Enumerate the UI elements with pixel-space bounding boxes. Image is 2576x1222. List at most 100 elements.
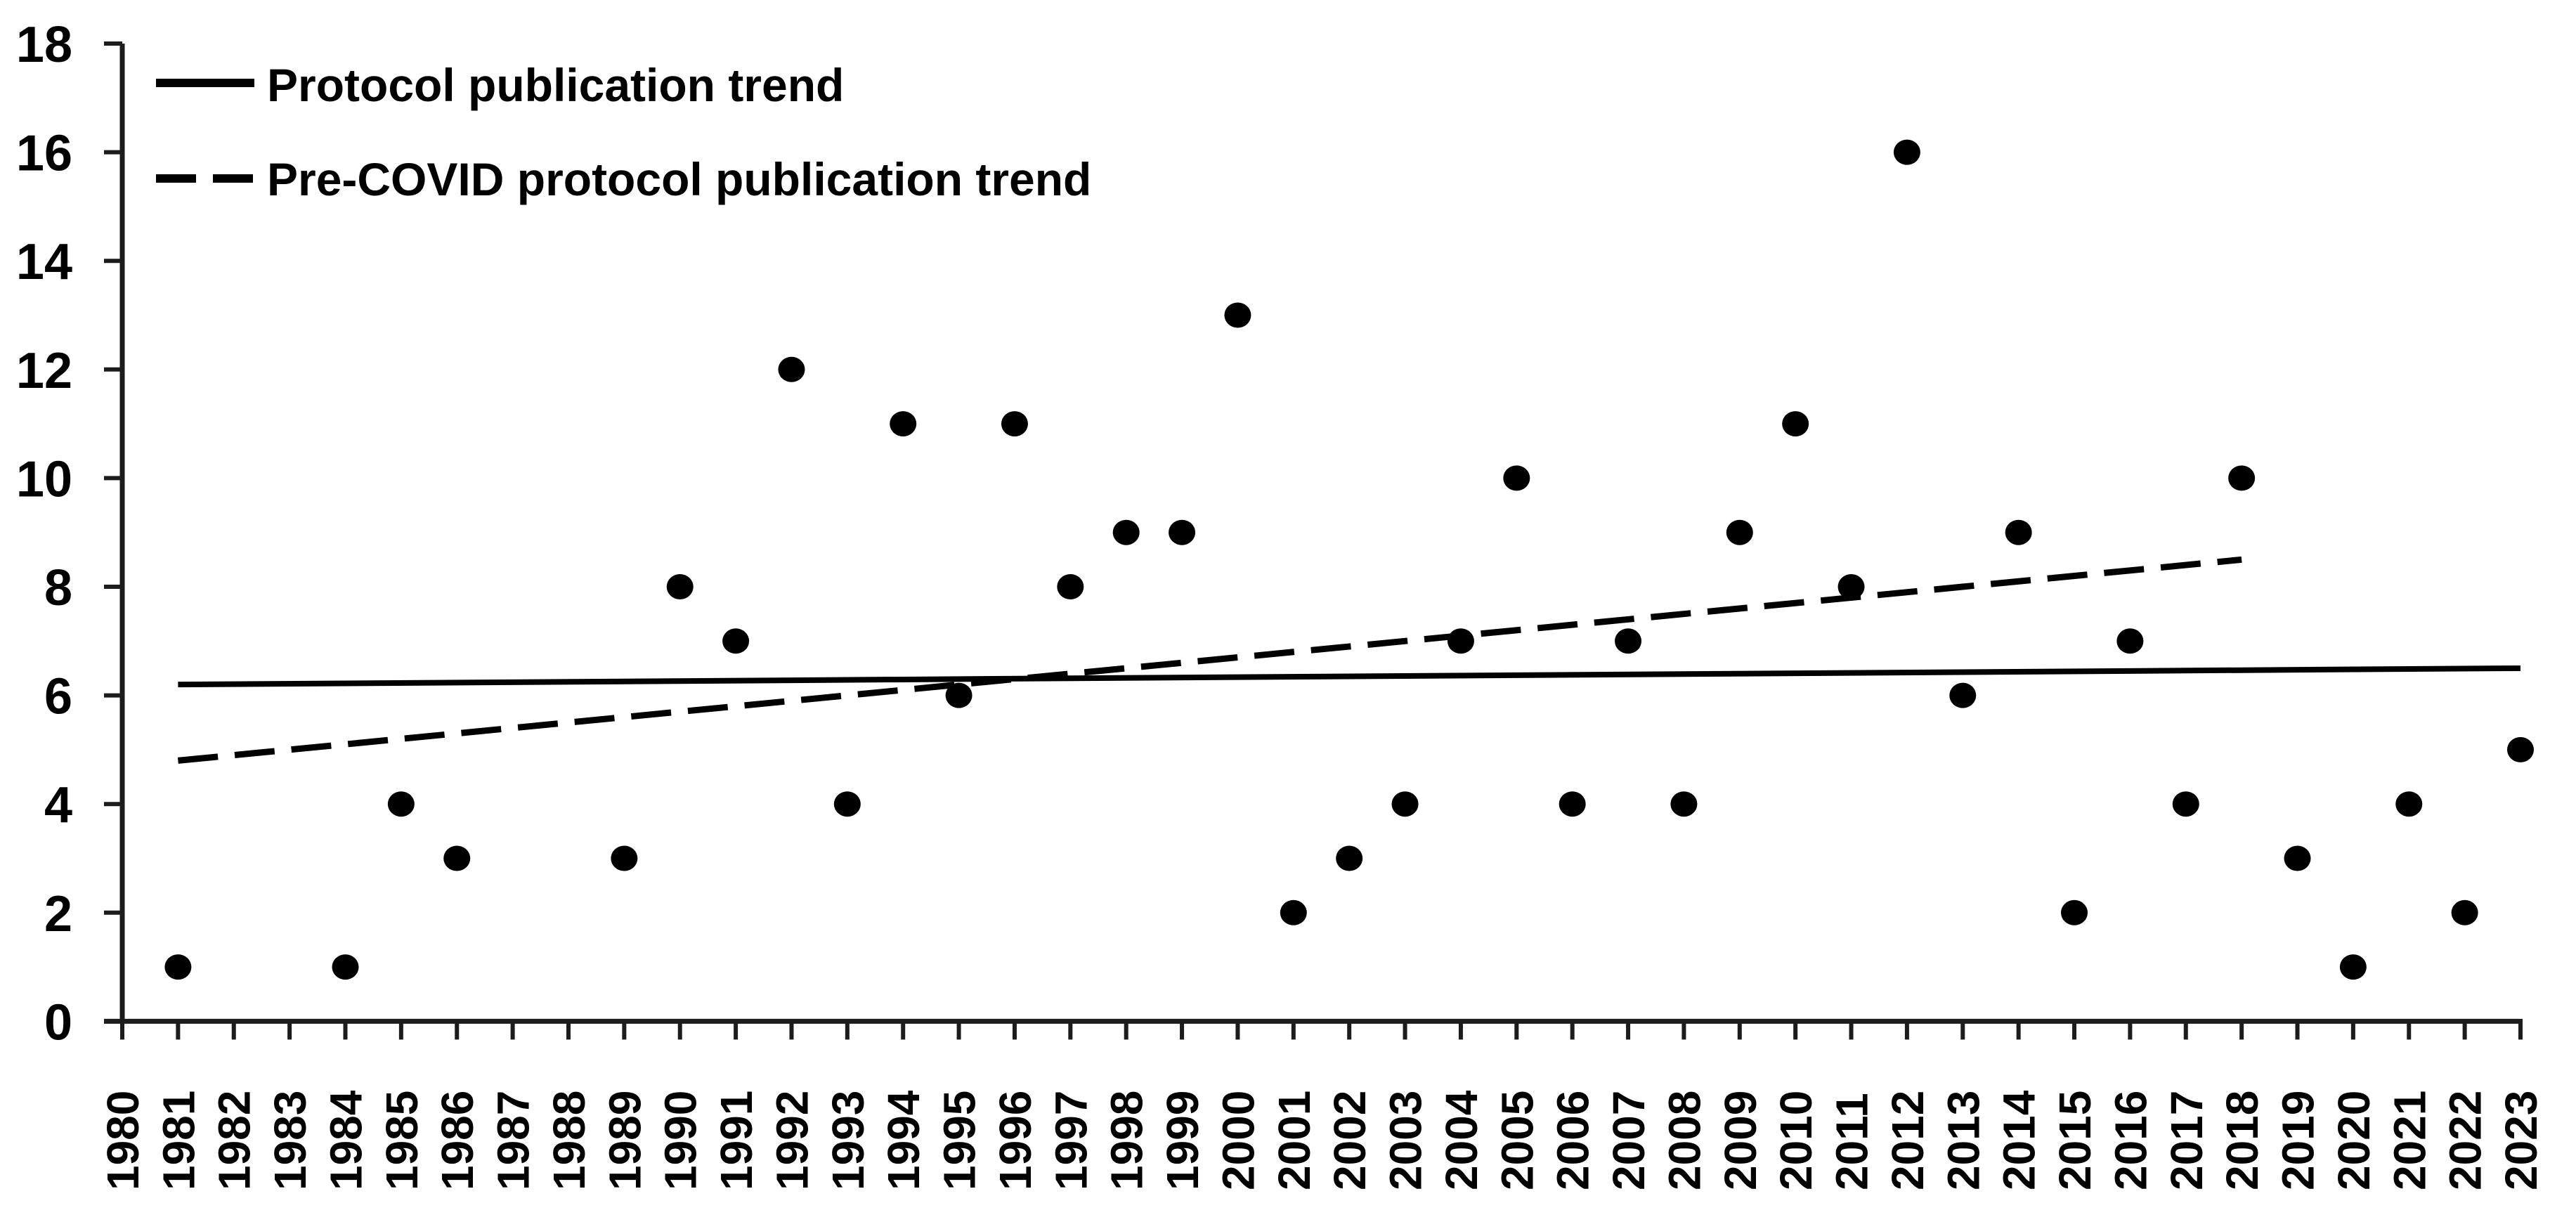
scatter-point bbox=[2395, 791, 2423, 817]
y-axis-tick-label: 14 bbox=[16, 234, 72, 290]
x-axis-tick-label: 2015 bbox=[2050, 1091, 2100, 1190]
x-axis-tick-label: 2021 bbox=[2384, 1091, 2435, 1190]
x-axis-tick-label: 2020 bbox=[2329, 1091, 2379, 1190]
scatter-point bbox=[1447, 628, 1474, 654]
scatter-point bbox=[443, 845, 471, 871]
scatter-point bbox=[778, 356, 805, 382]
x-axis-tick-label: 2005 bbox=[1492, 1091, 1542, 1190]
scatter-point bbox=[1057, 574, 1084, 599]
x-axis-tick-label: 1998 bbox=[1102, 1091, 1152, 1190]
x-axis-tick-label: 2002 bbox=[1325, 1091, 1375, 1190]
scatter-point bbox=[2172, 791, 2199, 817]
x-axis-tick-label: 2006 bbox=[1548, 1091, 1599, 1190]
protocol-trend-line bbox=[178, 665, 2521, 688]
scatter-point bbox=[2228, 465, 2256, 491]
x-axis-tick-label: 2022 bbox=[2440, 1091, 2491, 1190]
scatter-point bbox=[1336, 845, 1363, 871]
y-axis-tick-label: 0 bbox=[44, 994, 72, 1051]
scatter-point bbox=[2506, 736, 2534, 762]
x-axis-tick-label: 1982 bbox=[209, 1091, 260, 1190]
trend-lines bbox=[177, 556, 2521, 764]
scatter-point bbox=[611, 845, 638, 871]
x-axis-tick-label: 2004 bbox=[1436, 1090, 1487, 1190]
x-axis-tick-label: 2012 bbox=[1882, 1091, 1933, 1190]
scatter-point bbox=[2061, 899, 2088, 925]
pre-covid-trend-line bbox=[177, 556, 2242, 764]
x-axis-tick-label: 2003 bbox=[1381, 1091, 1431, 1190]
x-axis-tick-label: 1991 bbox=[711, 1091, 762, 1190]
scatter-point bbox=[1503, 465, 1530, 491]
x-axis-tick-label: 1992 bbox=[767, 1091, 817, 1190]
x-axis-tick-label: 2019 bbox=[2273, 1091, 2324, 1190]
y-axis-tick-label: 4 bbox=[44, 777, 72, 833]
x-axis-tick-label: 2011 bbox=[1827, 1093, 1878, 1190]
scatter-point bbox=[1112, 519, 1140, 545]
scatter-point bbox=[332, 954, 359, 980]
x-axis-tick-label: 2018 bbox=[2217, 1091, 2268, 1190]
scatter-point bbox=[2451, 899, 2478, 925]
scatter-point bbox=[387, 791, 415, 817]
x-axis-tick-label: 1999 bbox=[1157, 1091, 1208, 1190]
x-axis-tick-label: 2017 bbox=[2161, 1091, 2212, 1190]
scatter-point bbox=[1726, 519, 1753, 545]
scatter-point bbox=[1391, 791, 1419, 817]
scatter-point bbox=[1837, 574, 1865, 599]
y-axis-tick-label: 16 bbox=[16, 126, 72, 182]
scatter-points bbox=[164, 139, 2534, 980]
y-axis-tick-label: 6 bbox=[44, 669, 72, 725]
y-axis: 0 2 4 6 8 10 12 14 16 18 bbox=[16, 17, 125, 1051]
x-axis-tick-label: 1986 bbox=[432, 1091, 483, 1190]
scatter-point bbox=[1670, 791, 1698, 817]
scatter-point bbox=[2284, 845, 2311, 871]
x-axis-tick-label: 2014 bbox=[1994, 1090, 2045, 1190]
x-axis-tick-label: 1990 bbox=[656, 1091, 706, 1190]
legend-label-protocol-trend: Protocol publication trend bbox=[267, 59, 844, 111]
x-axis-tick-label: 1984 bbox=[320, 1090, 371, 1190]
x-axis-tick-label: 1987 bbox=[488, 1091, 539, 1190]
x-axis-tick-label: 2010 bbox=[1771, 1091, 1821, 1190]
y-axis-tick-label: 18 bbox=[16, 17, 72, 73]
x-axis-tick-label: 2007 bbox=[1604, 1091, 1654, 1190]
legend-label-pre-covid-trend: Pre-COVID protocol publication trend bbox=[267, 153, 1091, 205]
x-axis-tick-label: 1989 bbox=[599, 1091, 650, 1190]
x-axis-tick-label: 1993 bbox=[823, 1091, 873, 1190]
x-axis-tick-label: 1981 bbox=[153, 1091, 204, 1190]
scatter-point bbox=[833, 791, 861, 817]
x-axis-tick-label: 1988 bbox=[544, 1091, 594, 1190]
x-axis-tick-label: 1980 bbox=[98, 1091, 148, 1190]
x-axis-tick-label: 1995 bbox=[935, 1091, 985, 1190]
scatter-point bbox=[2005, 519, 2032, 545]
scatter-point bbox=[2116, 628, 2144, 654]
x-axis: 1980 1981 1982 1983 1984 1985 1986 1987 1988 1989… bbox=[98, 1018, 2546, 1190]
scatter-point bbox=[1224, 302, 1251, 328]
scatter-point bbox=[890, 411, 917, 437]
legend: Protocol publication trend Pre-COVID pro… bbox=[156, 59, 1091, 205]
scatter-point bbox=[945, 682, 972, 708]
x-axis-tick-label: 1983 bbox=[265, 1091, 316, 1190]
y-axis-tick-label: 10 bbox=[16, 451, 72, 507]
y-axis-tick-label: 2 bbox=[44, 886, 72, 942]
x-axis-tick-label: 1994 bbox=[878, 1090, 929, 1190]
x-axis-tick-label: 2000 bbox=[1213, 1091, 1263, 1190]
x-axis-tick-label: 2016 bbox=[2105, 1091, 2156, 1190]
y-axis-tick-label: 8 bbox=[44, 560, 72, 616]
x-axis-tick-label: 1997 bbox=[1046, 1091, 1096, 1190]
scatter-point bbox=[1001, 411, 1028, 437]
x-axis-tick-label: 1996 bbox=[990, 1091, 1041, 1190]
y-axis-tick-label: 12 bbox=[16, 343, 72, 399]
x-axis-tick-label: 2008 bbox=[1659, 1091, 1710, 1190]
scatter-point bbox=[1559, 791, 1586, 817]
scatter-point bbox=[1280, 899, 1307, 925]
scatter-point bbox=[666, 574, 694, 599]
x-axis-tick-label: 2023 bbox=[2496, 1091, 2546, 1190]
x-axis-tick-label: 2013 bbox=[1938, 1091, 1989, 1190]
x-axis-tick-label: 2001 bbox=[1269, 1091, 1320, 1190]
scatter-point bbox=[1615, 628, 1642, 654]
scatter-point bbox=[1169, 519, 1196, 545]
scatter-point bbox=[2339, 954, 2367, 980]
x-axis-tick-label: 2009 bbox=[1715, 1091, 1766, 1190]
x-axis-tick-label: 1985 bbox=[377, 1091, 427, 1190]
scatter-point bbox=[1893, 139, 1920, 165]
